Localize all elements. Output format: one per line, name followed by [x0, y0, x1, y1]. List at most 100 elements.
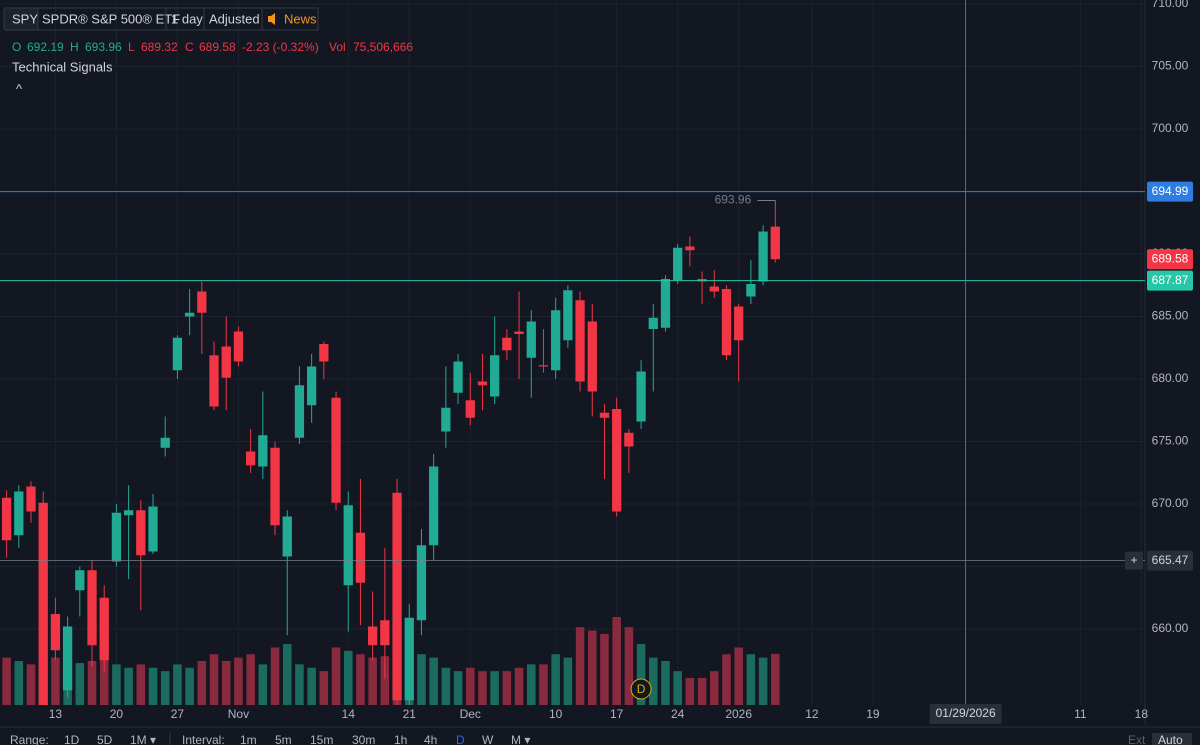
- dividend-marker: [630, 678, 652, 700]
- volume-bar: [771, 653, 780, 705]
- price-label-box: [1147, 270, 1193, 291]
- interval-option[interactable]: D: [456, 733, 465, 745]
- interval-option[interactable]: 4h: [424, 733, 437, 745]
- header: SPY SPDR® S&P 500® ETF 1 day Adjusted Ne…: [3, 7, 413, 96]
- interval-option[interactable]: M ▾: [511, 733, 530, 745]
- volume-bar: [368, 657, 377, 705]
- auto-box[interactable]: [1152, 733, 1192, 745]
- candle-body: [709, 286, 719, 292]
- interval-option[interactable]: 15m: [310, 733, 333, 745]
- volume-bar: [270, 647, 280, 705]
- candle-body: [526, 321, 536, 358]
- candle-body: [123, 510, 134, 516]
- price-label-box: [1147, 181, 1193, 202]
- crosshair-x-label: 01/29/2026: [936, 706, 996, 720]
- interval[interactable]: 1 day: [171, 11, 203, 26]
- range[interactable]: 1M ▾: [130, 733, 156, 745]
- price-label: 694.99: [1152, 184, 1189, 198]
- candle-body: [551, 310, 561, 371]
- candle-body: [14, 491, 24, 536]
- signals[interactable]: Technical Signals: [12, 59, 113, 74]
- x-tick-label: 19: [866, 707, 880, 721]
- price-label-box: [1147, 249, 1193, 270]
- y-tick-label: 675.00: [1152, 434, 1189, 448]
- legend-volume: 75,506,666: [353, 40, 413, 54]
- volume-bar: [624, 627, 634, 705]
- candle-body: [392, 492, 402, 701]
- candle-body: [599, 412, 610, 418]
- candle-body: [563, 290, 573, 341]
- adjustment[interactable]: Adjusted: [209, 11, 260, 26]
- volume-bar: [343, 650, 353, 705]
- x-tick-label: 24: [671, 707, 685, 721]
- volume-bar: [185, 667, 194, 705]
- candle-body: [648, 317, 658, 329]
- legend-o: O: [12, 40, 21, 54]
- candle-body: [331, 397, 341, 503]
- interval-option[interactable]: 5m: [275, 733, 292, 745]
- y-tick-label: 680.00: [1152, 371, 1189, 385]
- interval-option[interactable]: W: [482, 733, 494, 745]
- interval-label: Interval:: [182, 733, 225, 745]
- candle-body: [453, 361, 463, 393]
- legend-change: -2.23 (-0.32%): [242, 40, 319, 54]
- candle-body: [380, 620, 390, 646]
- volume-bar: [51, 657, 60, 705]
- candle-body: [404, 617, 414, 701]
- legend-c: C: [185, 40, 194, 54]
- x-tick-label: 11: [1074, 707, 1087, 721]
- price-label: 689.58: [1152, 251, 1189, 265]
- overlay: 694.99 689.58 687.87 693.96 D 01/29/2026 665.4…: [0, 0, 1193, 724]
- crosshair-add-box: [1125, 551, 1143, 570]
- volume-bar: [209, 654, 219, 705]
- candle-body: [416, 545, 427, 621]
- volume-bar: [246, 654, 255, 705]
- news[interactable]: News: [284, 11, 317, 26]
- auto[interactable]: Auto: [1158, 733, 1183, 745]
- candle-body: [184, 312, 195, 317]
- news-box[interactable]: [261, 7, 319, 31]
- collapse[interactable]: ^: [16, 81, 23, 96]
- candle-body: [734, 306, 744, 341]
- symbol[interactable]: SPY: [12, 11, 38, 26]
- candle-body: [307, 366, 317, 406]
- ext[interactable]: Ext: [1128, 733, 1146, 745]
- volume-bar: [649, 657, 658, 705]
- candles: [1, 204, 780, 705]
- candle-body: [233, 331, 244, 362]
- volume-bar: [173, 664, 182, 705]
- candle-body: [282, 516, 292, 557]
- candle-body: [343, 505, 353, 586]
- volume-bar: [380, 656, 390, 705]
- candle-body: [636, 371, 646, 422]
- range[interactable]: 5D: [97, 733, 113, 745]
- candle-body: [575, 300, 585, 382]
- x-tick-label: 13: [49, 707, 63, 721]
- interval-option[interactable]: 30m: [352, 733, 375, 745]
- volume-bar: [307, 667, 316, 705]
- toolbar: Range: 1D 5D 1M ▾ Interval: 1m 5m 15m 30…: [0, 726, 1200, 745]
- volume-bar: [87, 661, 97, 705]
- interval-option[interactable]: 1m: [240, 733, 257, 745]
- volume-bar: [734, 647, 743, 705]
- volume-bar: [563, 657, 573, 705]
- y-tick-label: 705.00: [1152, 59, 1189, 73]
- candle-body: [148, 506, 158, 552]
- volume-bar: [331, 647, 341, 705]
- volume-bar: [26, 664, 36, 705]
- crosshair-add[interactable]: +: [1130, 553, 1137, 567]
- candle-body: [172, 337, 183, 371]
- volume-bar: [673, 671, 682, 705]
- interval-option[interactable]: 1h: [394, 733, 407, 745]
- candle-body: [587, 321, 597, 392]
- candle-body: [514, 331, 524, 334]
- range[interactable]: 1D: [64, 733, 80, 745]
- volume-bar: [478, 671, 487, 705]
- candle-body: [99, 597, 109, 661]
- candle-body: [62, 626, 73, 691]
- volume-bar: [160, 671, 170, 705]
- y-tick-label: 685.00: [1152, 309, 1189, 323]
- legend-vol: Vol: [329, 40, 346, 54]
- candle-body: [612, 409, 622, 512]
- x-tick-label: 27: [171, 707, 185, 721]
